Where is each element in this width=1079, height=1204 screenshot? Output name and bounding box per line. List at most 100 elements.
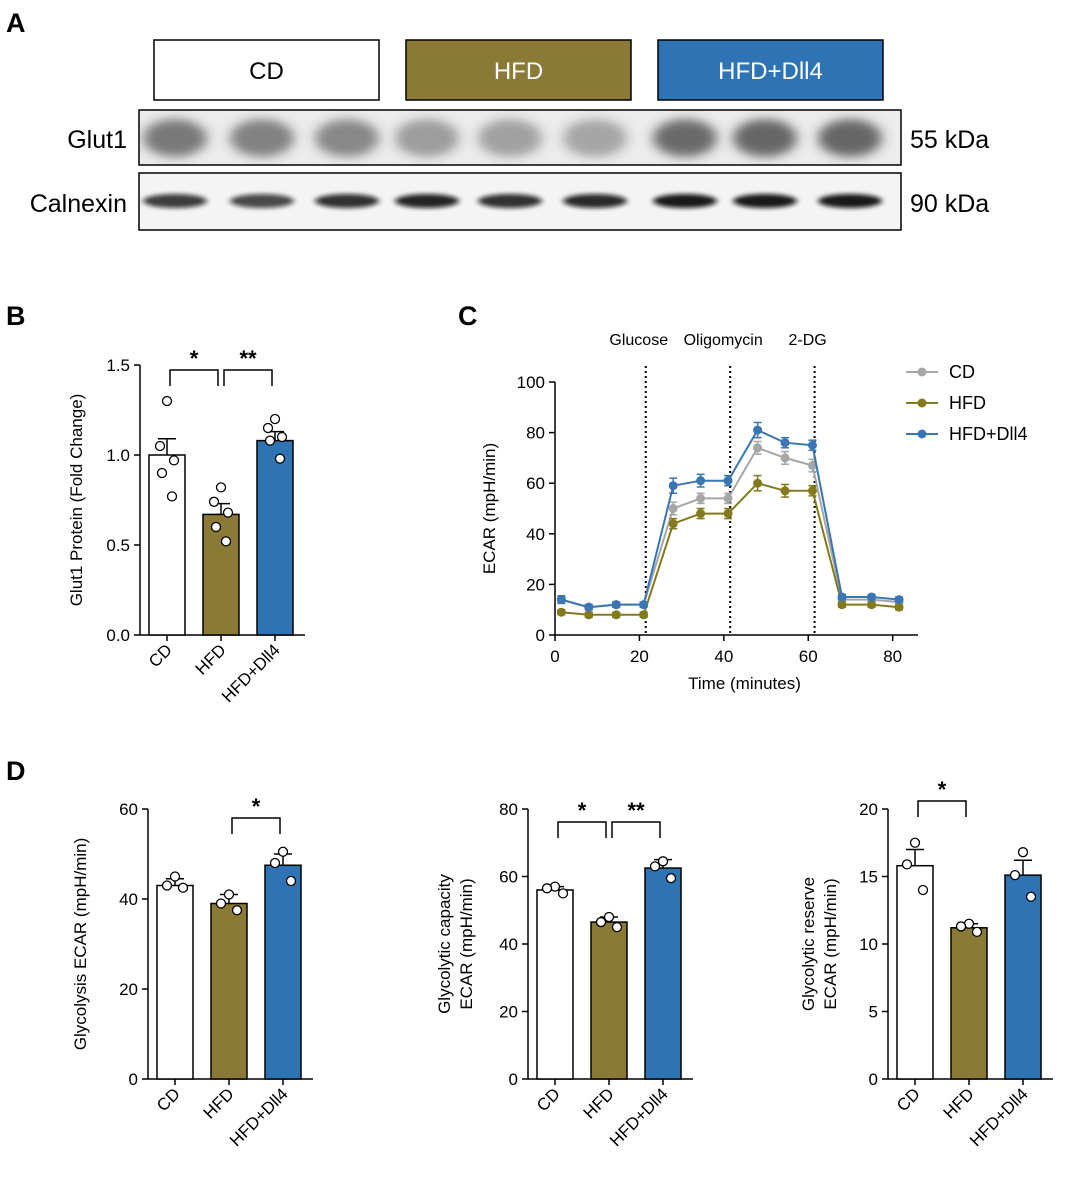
data-point — [223, 889, 235, 900]
y-axis-title: Glycolytic reserve ECAR (mpH/min) — [799, 877, 840, 1011]
legend-label: HFD+Dll4 — [949, 424, 1028, 444]
data-point — [894, 602, 904, 612]
data-point — [753, 443, 763, 453]
data-point — [723, 509, 733, 519]
x-tick-label: 20 — [630, 647, 649, 666]
data-point — [166, 491, 178, 502]
data-point — [780, 453, 790, 463]
y-axis-title: Glycolytic capacity ECAR (mpH/min) — [435, 874, 476, 1014]
significance-label: * — [578, 798, 587, 823]
bar-hfd — [210, 902, 248, 1080]
calnexin-band — [143, 194, 207, 208]
data-point — [177, 882, 189, 893]
x-tick-label: CD — [893, 1084, 924, 1115]
significance-label: * — [938, 777, 947, 802]
glut1-band — [230, 119, 294, 157]
data-point — [971, 926, 983, 937]
panel-letter-b: B — [6, 301, 26, 331]
data-point — [269, 413, 281, 425]
data-point — [541, 883, 553, 894]
data-point — [837, 600, 847, 610]
data-point — [901, 859, 913, 870]
y-tick-label: 60 — [526, 474, 545, 493]
bar-hfd-dll4 — [264, 864, 302, 1080]
bar-hfd-dll4 — [644, 867, 682, 1080]
significance-label: * — [252, 794, 261, 819]
data-point — [696, 509, 706, 519]
blot-molecular-weight: 90 kDa — [910, 190, 989, 218]
data-point — [168, 455, 180, 466]
data-point — [222, 507, 234, 518]
data-point — [917, 884, 929, 896]
series-hfd-dll4 — [556, 421, 904, 612]
bar-hfd-dll4 — [256, 439, 294, 636]
y-tick-label: 40 — [499, 935, 518, 954]
legend-label: HFD — [949, 393, 986, 413]
y-axis-title: ECAR (mpH/min) — [480, 443, 499, 574]
data-point — [780, 486, 790, 496]
y-axis-title: Glut1 Protein (Fold Change) — [67, 394, 86, 607]
data-point — [215, 482, 227, 493]
data-point — [807, 460, 817, 470]
data-point — [154, 440, 166, 452]
significance-bracket — [611, 821, 661, 838]
data-point — [657, 856, 669, 867]
bar-hfd — [590, 921, 628, 1080]
legend-swatch-marker — [917, 367, 927, 377]
y-tick-label: 20 — [859, 800, 878, 819]
data-point — [220, 536, 232, 547]
calnexin-band — [563, 194, 627, 208]
data-point — [611, 600, 621, 610]
data-point — [210, 521, 222, 533]
y-tick-label: 0.0 — [106, 626, 130, 645]
data-point — [753, 425, 763, 435]
data-point — [262, 422, 274, 434]
significance-label: * — [190, 346, 199, 371]
bar-hfd — [202, 513, 240, 636]
data-point — [807, 440, 817, 450]
calnexin-band — [230, 194, 294, 208]
bar-cd — [896, 864, 934, 1080]
y-tick-label: 20 — [526, 575, 545, 594]
data-point — [603, 911, 615, 923]
data-point — [780, 438, 790, 448]
data-point — [955, 921, 967, 932]
y-tick-label: 0 — [509, 1070, 518, 1089]
x-tick-label: HFD — [200, 1084, 238, 1122]
data-point — [557, 888, 569, 899]
data-point — [807, 486, 817, 496]
y-tick-label: 1.0 — [106, 446, 130, 465]
y-axis-title: Glycolysis ECAR (mpH/min) — [71, 838, 90, 1051]
x-axis-title: Time (minutes) — [688, 674, 801, 693]
data-point — [639, 600, 649, 610]
data-point — [556, 607, 566, 617]
y-axis-title-line: Glycolytic capacity — [435, 874, 454, 1014]
data-point — [611, 610, 621, 620]
significance-bracket — [231, 817, 281, 834]
calnexin-band — [733, 194, 797, 208]
blot-group-header-label: HFD+Dll4 — [718, 58, 823, 85]
data-point — [584, 610, 594, 620]
y-tick-label: 0 — [129, 1070, 138, 1089]
significance-bracket — [917, 800, 967, 817]
data-point — [161, 395, 173, 407]
x-tick-label: HFD — [940, 1084, 978, 1122]
data-point — [161, 880, 173, 891]
data-point — [1025, 891, 1037, 902]
x-tick-label: CD — [145, 640, 176, 671]
data-point — [611, 921, 623, 933]
y-tick-label: 20 — [119, 980, 138, 999]
legend-label: CD — [949, 362, 975, 382]
calnexin-band — [478, 194, 542, 208]
data-point — [649, 861, 661, 872]
data-point — [867, 600, 877, 610]
blot-row-label: Glut1 — [67, 126, 127, 154]
calnexin-band — [395, 194, 459, 208]
x-tick-label: HFD+Dll4 — [218, 640, 284, 706]
bar-hfd-dll4 — [1004, 874, 1042, 1080]
x-tick-label: CD — [153, 1084, 184, 1115]
glut1-band — [478, 119, 542, 157]
data-point — [639, 610, 649, 620]
